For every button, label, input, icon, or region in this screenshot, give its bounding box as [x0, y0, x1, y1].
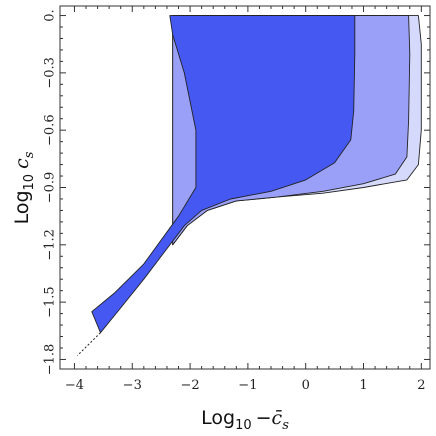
x-axis-title-symbol-subscript: s — [282, 418, 289, 433]
x-tick-label: 1 — [359, 378, 367, 393]
x-tick-label: 2 — [417, 378, 425, 393]
x-axis-title: Log10 −c̄s — [201, 407, 289, 433]
extension-line-layer — [76, 332, 101, 356]
x-axis-title-prefix: Log — [201, 407, 235, 429]
region-3 — [91, 15, 356, 334]
y-tick-label: −0.9 — [43, 172, 58, 204]
y-axis-title-prefix: Log — [11, 190, 33, 224]
x-axis-title-sign: − — [256, 407, 272, 429]
y-tick-label: −0.3 — [43, 57, 58, 89]
x-axis-title-symbol: c̄ — [272, 407, 283, 429]
y-axis-title-subscript: 10 — [22, 174, 37, 191]
region-layer — [91, 15, 422, 334]
tick-label-layer: −4 −3 −2 −1 0 1 2 0. −0.3 −0.6 −0.9 −1.2 −1.5 −1.8 — [43, 9, 426, 393]
x-axis-title-subscript: 10 — [235, 418, 252, 433]
extension-line — [76, 332, 101, 356]
y-tick-label: −1.8 — [43, 344, 58, 376]
y-tick-label: −0.6 — [43, 114, 58, 146]
y-tick-label: −1.2 — [43, 229, 58, 261]
x-tick-label: −2 — [180, 378, 199, 393]
x-tick-label: 0 — [302, 378, 310, 393]
y-axis-title-symbol: c — [11, 158, 33, 169]
y-tick-label: −1.5 — [43, 286, 58, 318]
y-axis-title: Log10 cs — [11, 151, 37, 224]
x-tick-label: −4 — [65, 378, 84, 393]
y-tick-label: 0. — [43, 9, 58, 21]
tick-layer — [60, 6, 430, 369]
x-tick-label: −3 — [123, 378, 142, 393]
y-axis-title-symbol-subscript: s — [22, 151, 37, 158]
x-tick-label: −1 — [238, 378, 257, 393]
